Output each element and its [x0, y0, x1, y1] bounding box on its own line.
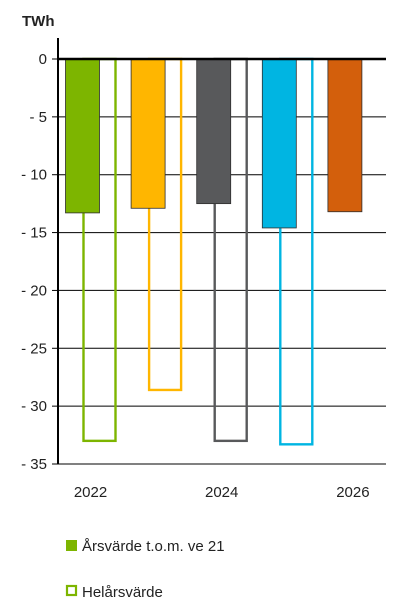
legend-swatch-filled [66, 540, 77, 551]
y-tick-label: - 20 [21, 282, 47, 299]
y-tick-label: 0 [39, 51, 47, 68]
ytd-bar-2024 [196, 58, 232, 205]
legend-label-full-year: Helårsvärde [82, 584, 163, 601]
legend-item-full-year: Helårsvärde [65, 584, 163, 601]
x-tick-label: 2026 [336, 484, 369, 501]
gridlines [58, 116, 386, 465]
ytd-bar-2026 [327, 58, 363, 213]
y-tick-label: - 35 [21, 456, 47, 473]
ytd-bar-2022 [65, 58, 100, 214]
legend-label-ytd: Årsvärde t.o.m. ve 21 [82, 538, 225, 555]
y-tick-label: - 10 [21, 167, 47, 184]
ytd-bars [65, 58, 363, 229]
y-tick-label: - 5 [29, 109, 47, 126]
x-tick-label: 2022 [74, 484, 107, 501]
y-axis-unit-label: TWh [22, 13, 54, 30]
y-tick-label: - 30 [21, 398, 47, 415]
ytd-bar-2023 [130, 58, 166, 209]
y-tick-label: - 15 [21, 225, 47, 242]
legend: Årsvärde t.o.m. ve 21 Helårsvärde [65, 538, 225, 601]
axes [52, 38, 386, 465]
legend-item-ytd: Årsvärde t.o.m. ve 21 [66, 538, 225, 555]
tick-labels: 0 - 5 - 10 - 15 - 20 - 25 - 30 - 35 2022 2024 2026 [21, 51, 369, 501]
y-tick-label: - 25 [21, 340, 47, 357]
x-tick-label: 2024 [205, 484, 238, 501]
ytd-bar-2025 [261, 58, 297, 229]
legend-swatch-outline [65, 584, 78, 597]
